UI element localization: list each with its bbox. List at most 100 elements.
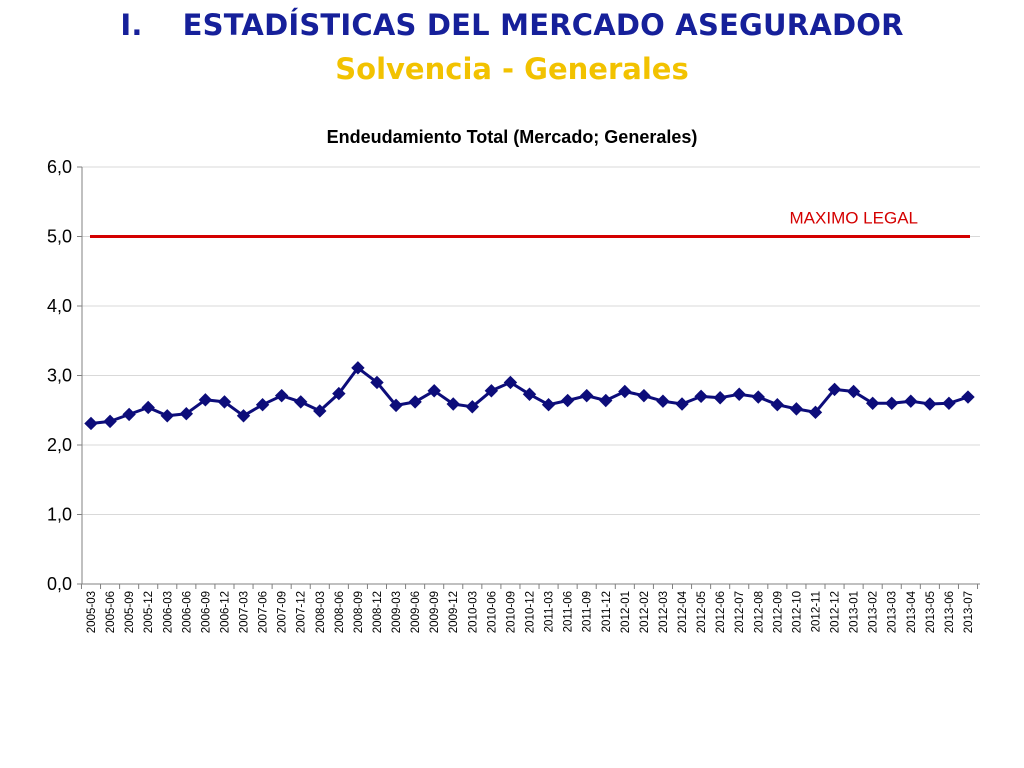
x-tick-label: 2013-04 bbox=[906, 590, 918, 633]
y-tick-label: 5,0 bbox=[47, 227, 72, 247]
data-point bbox=[541, 397, 556, 412]
x-tick-label: 2012-09 bbox=[772, 591, 784, 633]
data-point bbox=[751, 390, 765, 404]
data-point bbox=[827, 382, 842, 397]
slide-title: I. ESTADÍSTICAS DEL MERCADO ASEGURADOR bbox=[0, 8, 1024, 42]
y-tick-label: 6,0 bbox=[47, 157, 72, 177]
slide-subtitle: Solvencia - Generales bbox=[335, 52, 689, 86]
x-tick-label: 2006-09 bbox=[200, 591, 212, 633]
x-tick-label: 2009-12 bbox=[448, 591, 460, 633]
chart-title: Endeudamiento Total (Mercado; Generales) bbox=[326, 127, 698, 147]
y-tick-label: 2,0 bbox=[47, 435, 72, 455]
data-point bbox=[789, 402, 804, 416]
x-tick-label: 2012-06 bbox=[715, 591, 727, 633]
data-point bbox=[198, 393, 213, 407]
x-tick-label: 2010-06 bbox=[486, 591, 498, 633]
data-point bbox=[560, 393, 575, 408]
x-tick-label: 2007-06 bbox=[258, 591, 270, 633]
y-tick-label: 0,0 bbox=[47, 574, 72, 594]
data-point bbox=[904, 394, 918, 408]
x-tick-label: 2009-06 bbox=[410, 591, 422, 633]
data-point bbox=[84, 416, 98, 431]
data-point bbox=[294, 395, 308, 409]
x-tick-label: 2009-03 bbox=[391, 591, 403, 633]
data-point bbox=[160, 409, 174, 423]
data-point bbox=[503, 375, 518, 390]
x-tick-label: 2007-12 bbox=[296, 591, 308, 633]
x-tick-label: 2008-03 bbox=[315, 591, 327, 633]
y-tick-label: 4,0 bbox=[47, 296, 72, 316]
x-tick-label: 2005-06 bbox=[105, 591, 117, 633]
x-tick-label: 2012-01 bbox=[620, 591, 632, 633]
x-tick-label: 2012-05 bbox=[696, 591, 708, 633]
data-point bbox=[656, 394, 670, 408]
x-tick-label: 2013-03 bbox=[887, 591, 899, 633]
data-point bbox=[522, 387, 537, 401]
data-point bbox=[942, 396, 956, 411]
data-point bbox=[579, 388, 594, 403]
data-point bbox=[274, 388, 289, 403]
data-point bbox=[217, 395, 232, 409]
x-tick-label: 2007-09 bbox=[277, 591, 289, 633]
slide-title-number: I. bbox=[120, 8, 143, 42]
y-tick-label: 3,0 bbox=[47, 366, 72, 386]
data-point bbox=[179, 407, 194, 421]
y-tick-label: 1,0 bbox=[47, 505, 72, 525]
x-tick-label: 2012-08 bbox=[753, 591, 765, 633]
data-point bbox=[351, 361, 365, 375]
data-point bbox=[599, 393, 613, 408]
x-tick-label: 2006-03 bbox=[162, 591, 174, 633]
x-tick-label: 2006-12 bbox=[219, 591, 231, 633]
limit-label: MAXIMO LEGAL bbox=[790, 209, 918, 228]
data-point bbox=[484, 384, 499, 398]
data-point bbox=[732, 387, 746, 401]
data-point bbox=[618, 384, 632, 399]
data-point bbox=[389, 398, 403, 413]
data-point bbox=[694, 389, 708, 404]
data-point bbox=[770, 397, 785, 412]
data-point bbox=[370, 375, 384, 390]
data-point bbox=[313, 404, 327, 418]
x-tick-label: 2010-09 bbox=[505, 591, 517, 633]
x-tick-label: 2008-09 bbox=[353, 591, 365, 633]
x-tick-label: 2012-03 bbox=[658, 591, 670, 633]
data-point bbox=[713, 391, 727, 405]
x-tick-label: 2013-05 bbox=[925, 591, 937, 633]
data-point bbox=[846, 384, 861, 399]
x-tick-label: 2012-04 bbox=[677, 590, 689, 633]
x-tick-label: 2010-12 bbox=[525, 591, 537, 633]
x-tick-label: 2010-03 bbox=[467, 591, 479, 633]
data-point bbox=[446, 397, 460, 411]
data-point bbox=[408, 395, 422, 409]
data-point bbox=[122, 407, 136, 422]
x-tick-label: 2013-01 bbox=[849, 591, 861, 633]
data-point bbox=[885, 396, 899, 411]
data-point bbox=[808, 405, 823, 420]
x-tick-label: 2008-06 bbox=[334, 591, 346, 633]
x-tick-label: 2011-12 bbox=[601, 591, 613, 632]
data-point bbox=[427, 384, 441, 398]
x-tick-label: 2008-12 bbox=[372, 591, 384, 633]
data-point bbox=[103, 414, 117, 429]
x-tick-label: 2005-12 bbox=[143, 591, 155, 633]
data-point bbox=[255, 397, 270, 412]
data-point bbox=[465, 400, 480, 414]
slide-title-text: ESTADÍSTICAS DEL MERCADO ASEGURADOR bbox=[182, 8, 904, 42]
x-tick-label: 2011-06 bbox=[563, 591, 575, 632]
data-point bbox=[923, 397, 937, 411]
x-tick-label: 2006-06 bbox=[181, 591, 193, 633]
data-point bbox=[332, 386, 346, 401]
x-tick-label: 2013-07 bbox=[963, 591, 975, 633]
x-tick-label: 2011-09 bbox=[582, 591, 594, 632]
x-tick-label: 2005-03 bbox=[86, 591, 98, 633]
data-point bbox=[675, 397, 689, 411]
x-tick-label: 2007-03 bbox=[239, 591, 251, 633]
data-point bbox=[637, 388, 651, 403]
data-point bbox=[961, 390, 975, 404]
x-tick-label: 2013-02 bbox=[868, 591, 880, 633]
data-point bbox=[865, 396, 880, 411]
x-tick-label: 2011-03 bbox=[544, 591, 556, 632]
x-tick-label: 2012-12 bbox=[830, 591, 842, 633]
x-tick-label: 2012-11 bbox=[810, 591, 822, 632]
